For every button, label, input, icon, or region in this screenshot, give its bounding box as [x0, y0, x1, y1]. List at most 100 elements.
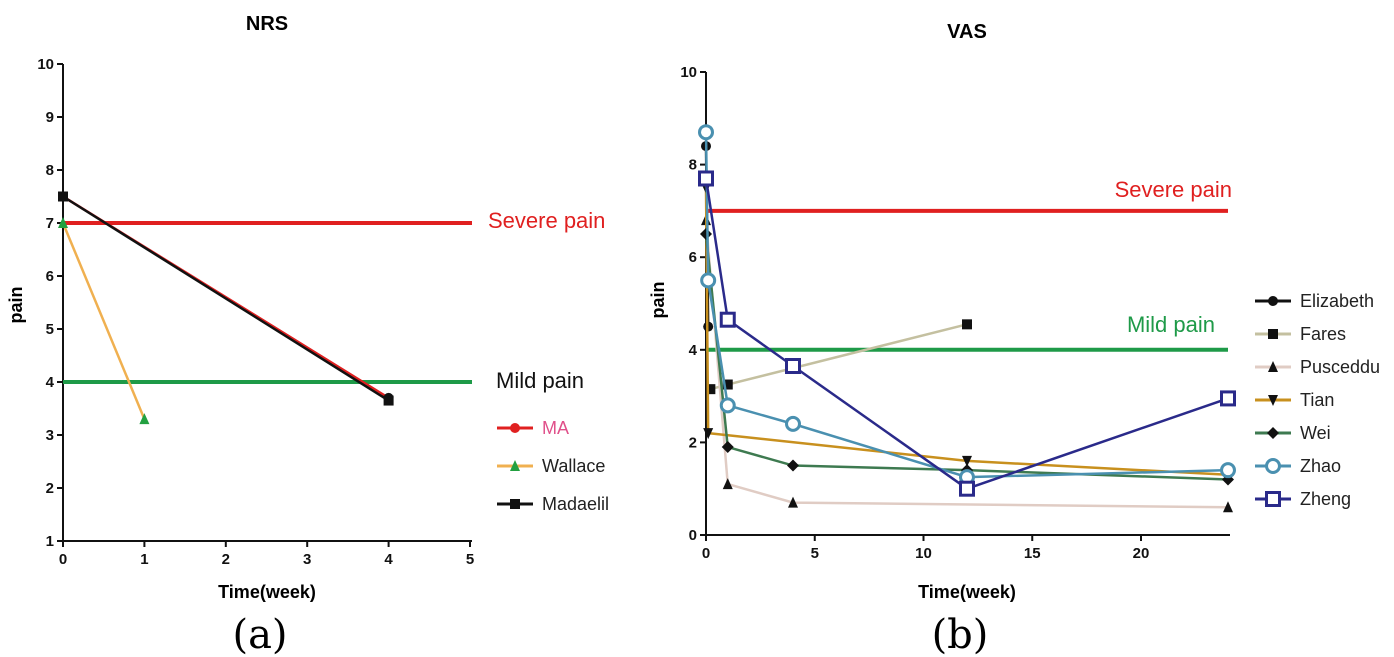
vas-x-tick-label: 10 — [915, 545, 932, 562]
nrs-legend-label: Madaelil — [542, 494, 609, 514]
nrs-x-axis-label: Time(week) — [218, 582, 316, 602]
vas-mild-pain-label: Mild pain — [1127, 312, 1215, 337]
nrs-legend-label: Wallace — [542, 456, 605, 476]
vas-wei-point — [721, 441, 734, 454]
vas-legend-marker — [1265, 491, 1281, 507]
vas-y-axis-label: pain — [648, 281, 668, 318]
vas-legend-label: Elizabeth — [1300, 291, 1374, 311]
nrs-legend-marker — [510, 423, 520, 433]
vas-pusceddu-point — [722, 478, 733, 490]
nrs-wallace-point — [139, 413, 150, 425]
vas-zhao-point — [719, 397, 736, 414]
nrs-series-wallace — [58, 217, 150, 425]
nrs-panel-caption: (a) — [232, 612, 287, 657]
vas-legend-marker — [1265, 458, 1281, 474]
nrs-y-tick-label: 3 — [46, 427, 54, 444]
vas-zheng-point — [698, 170, 714, 187]
vas-zhao-point — [698, 124, 714, 141]
vas-zheng-point — [719, 311, 736, 328]
nrs-y-tick-label: 5 — [46, 321, 54, 338]
nrs-wallace-line — [61, 222, 146, 420]
nrs-severe-pain-label: Severe pain — [488, 208, 605, 233]
nrs-x-tick-label: 2 — [222, 551, 230, 568]
vas-legend-label: Zheng — [1300, 489, 1351, 509]
vas-tian-line — [704, 187, 1229, 477]
nrs-legend-item-wallace: Wallace — [497, 456, 605, 476]
vas-pusceddu-point — [1223, 501, 1233, 513]
nrs-mild-pain-label: Mild pain — [496, 368, 584, 393]
vas-chart-title: VAS — [947, 21, 987, 43]
vas-x-tick-label: 5 — [811, 545, 819, 562]
vas-y-tick-label: 4 — [689, 342, 698, 359]
nrs-x-tick-label: 3 — [303, 551, 311, 568]
vas-zhao-line — [704, 132, 1229, 479]
vas-pusceddu-point — [788, 496, 798, 508]
vas-zheng-point — [785, 358, 801, 375]
vas-series-group — [698, 124, 1236, 513]
nrs-madaelil-point — [383, 395, 394, 406]
vas-y-tick-label: 6 — [689, 249, 697, 266]
vas-zhao-point — [785, 415, 801, 432]
vas-severe-pain-label: Severe pain — [1115, 177, 1232, 202]
vas-series-fares — [705, 319, 972, 395]
vas-legend-label: Fares — [1300, 324, 1346, 344]
nrs-legend-marker — [510, 460, 520, 471]
nrs-y-tick-label: 8 — [46, 162, 54, 179]
vas-y-tick-label: 0 — [689, 527, 697, 544]
vas-zhao-point — [700, 272, 717, 289]
vas-legend-item-elizabeth: Elizabeth — [1255, 291, 1374, 311]
nrs-y-axis-label: pain — [6, 286, 26, 323]
vas-legend-marker — [1267, 427, 1279, 439]
nrs-y-tick-label: 10 — [37, 56, 54, 73]
nrs-legend: MA Wallace Madaelil — [497, 418, 609, 514]
vas-legend-item-zheng: Zheng — [1255, 489, 1351, 509]
nrs-y-tick-label: 6 — [46, 268, 54, 285]
nrs-reference-lines: Severe pain Mild pain — [63, 208, 605, 393]
vas-panel-caption: (b) — [932, 612, 989, 657]
vas-legend-marker — [1268, 329, 1278, 339]
vas-x-tick-label: 15 — [1024, 545, 1041, 562]
nrs-legend-item-ma: MA — [497, 418, 569, 438]
vas-x-tick-label: 20 — [1133, 545, 1150, 562]
vas-legend-marker — [1268, 296, 1278, 306]
vas-legend-label: Pusceddu — [1300, 357, 1380, 377]
vas-legend-item-tian: Tian — [1255, 390, 1334, 410]
vas-legend-item-pusceddu: Pusceddu — [1255, 357, 1380, 377]
vas-legend-marker — [1268, 361, 1278, 372]
vas-tian-point — [962, 455, 972, 467]
nrs-legend-item-madaelil: Madaelil — [497, 494, 609, 514]
vas-legend-marker — [1268, 395, 1278, 406]
vas-wei-point — [700, 228, 712, 241]
nrs-x-tick-label: 1 — [140, 551, 148, 568]
nrs-legend-label: MA — [542, 418, 569, 438]
vas-legend: Elizabeth Fares Pusceddu Tian Wei Zhao Zheng — [1255, 291, 1380, 509]
nrs-madaelil-line — [62, 195, 390, 402]
vas-reference-lines: Severe pain Mild pain — [706, 177, 1232, 352]
nrs-madaelil-point — [58, 191, 68, 202]
vas-wei-point — [787, 459, 799, 472]
vas-zhao-point — [1220, 462, 1236, 479]
vas-tian-point — [703, 428, 714, 440]
nrs-y-tick-label: 7 — [46, 215, 54, 232]
vas-x-tick-label: 0 — [702, 545, 710, 562]
vas-wei-line — [704, 233, 1229, 481]
vas-legend-item-wei: Wei — [1255, 423, 1331, 443]
nrs-x-tick-label: 5 — [466, 551, 474, 568]
nrs-legend-marker — [510, 499, 520, 509]
nrs-series-madaelil — [58, 191, 394, 406]
nrs-series-group — [58, 191, 394, 425]
nrs-chart-title: NRS — [246, 13, 288, 35]
vas-zheng-point — [1220, 390, 1236, 407]
nrs-x-tick-label: 4 — [384, 551, 393, 568]
nrs-wallace-point — [58, 217, 68, 228]
nrs-y-tick-label: 9 — [46, 109, 54, 126]
vas-y-tick-label: 10 — [680, 64, 697, 81]
vas-fares-point — [722, 379, 733, 390]
vas-legend-label: Tian — [1300, 390, 1334, 410]
vas-legend-item-fares: Fares — [1255, 324, 1346, 344]
vas-fares-point — [962, 319, 972, 330]
